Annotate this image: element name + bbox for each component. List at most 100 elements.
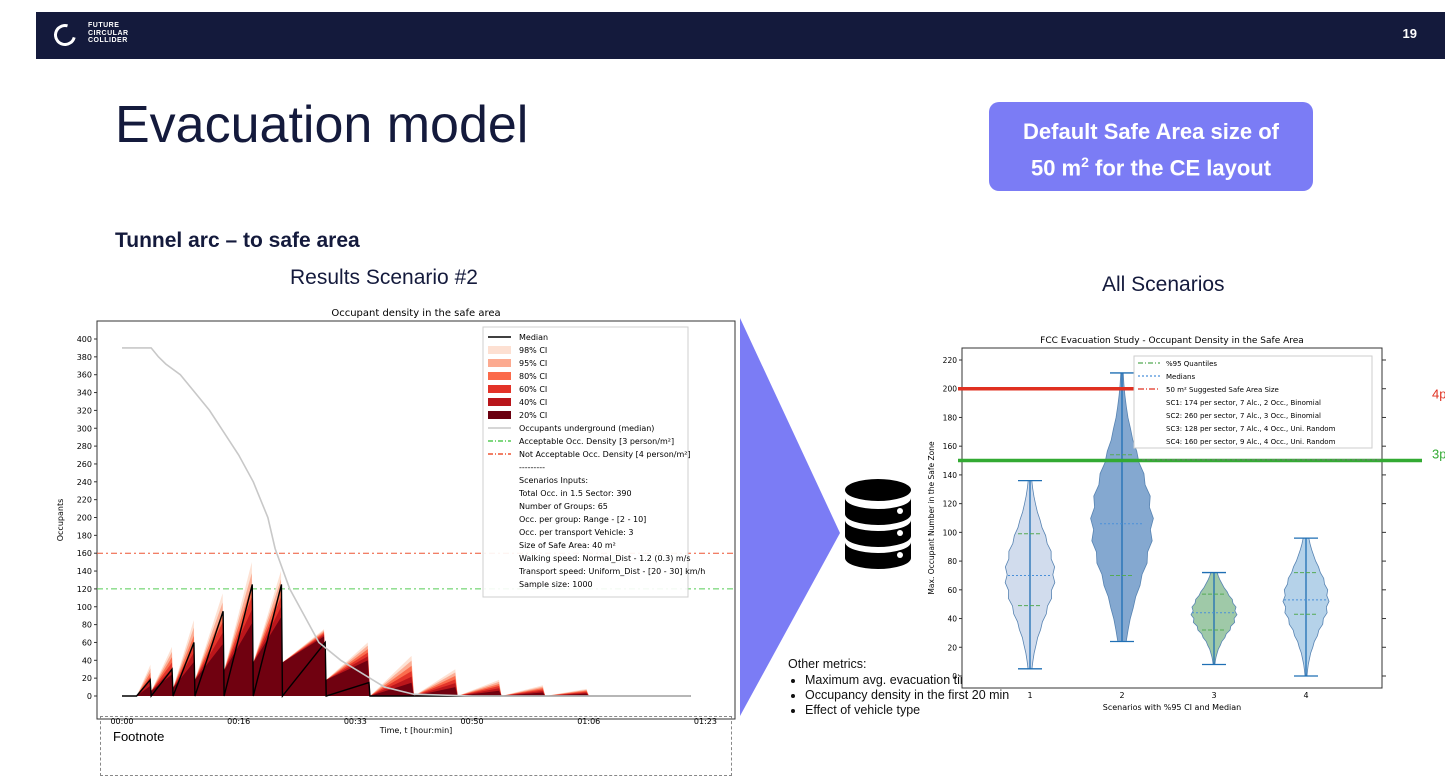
y-tick-label: 280 <box>77 442 92 451</box>
legend-label: Acceptable Occ. Density [3 person/m²] <box>519 437 674 446</box>
ci-band <box>194 644 225 696</box>
legend-swatch <box>488 372 511 380</box>
inputs-line: Size of Safe Area: 40 m² <box>519 541 616 550</box>
legend-label: SC2: 260 per sector, 7 Alc., 3 Occ., Bin… <box>1166 412 1321 420</box>
y-tick-label: 20 <box>82 674 92 683</box>
y-tick-label: 400 <box>77 335 92 344</box>
inputs-line: Transport speed: Uniform_Dist - [20 - 30… <box>518 567 705 576</box>
inputs-line: Walking speed: Normal_Dist - 1.2 (0.3) m… <box>519 554 691 563</box>
threshold-label: 4p/m² <box>1432 387 1445 402</box>
x-tick-label: 3 <box>1211 691 1216 700</box>
callout-value: 50 m <box>1030 155 1082 181</box>
logo-text: FUTURE CIRCULAR COLLIDER <box>88 22 129 45</box>
callout-rest: for the CE layout <box>1088 155 1272 181</box>
page-title: Evacuation model <box>115 96 529 154</box>
legend-label: SC1: 174 per sector, 7 Alc., 2 Occ., Bin… <box>1166 399 1321 407</box>
legend-label: 20% CI <box>519 411 547 420</box>
metrics-heading: Other metrics: <box>788 657 867 671</box>
metrics-item: Effect of vehicle type <box>805 703 1009 718</box>
x-tick-label: 2 <box>1119 691 1124 700</box>
y-tick-label: 60 <box>947 586 957 595</box>
x-axis-label: Scenarios with %95 CI and Median <box>1103 703 1242 712</box>
x-tick-label: 01:23 <box>694 717 717 726</box>
legend-label: %95 Quantiles <box>1166 360 1217 368</box>
violin-chart: FCC Evacuation Study - Occupant Density … <box>927 336 1445 712</box>
inputs-line: Number of Groups: 65 <box>519 502 608 511</box>
ci-band <box>326 660 370 696</box>
metrics-list: Maximum avg. evacuation time Occupancy d… <box>788 673 1009 718</box>
ci-band <box>136 685 152 696</box>
y-tick-label: 340 <box>77 389 92 398</box>
y-tick-label: 220 <box>77 496 92 505</box>
legend-label: 40% CI <box>519 398 547 407</box>
legend-label: SC3: 128 per sector, 7 Alc., 4 Occ., Uni… <box>1166 425 1336 433</box>
y-tick-label: 320 <box>77 406 92 415</box>
footnote: Footnote <box>100 716 732 776</box>
inputs-line: --------- <box>519 463 545 472</box>
legend-swatch <box>488 385 511 393</box>
legend-label: Medians <box>1166 373 1195 381</box>
legend-box <box>482 326 689 598</box>
y-tick-label: 40 <box>82 656 92 665</box>
y-axis-label: Occupants <box>56 499 65 542</box>
y-tick-label: 200 <box>77 514 92 523</box>
section-subtitle: Tunnel arc – to safe area <box>115 229 360 252</box>
y-tick-label: 360 <box>77 371 92 380</box>
logo-line-3: COLLIDER <box>88 37 128 44</box>
legend-label: 60% CI <box>519 385 547 394</box>
y-tick-label: 260 <box>77 460 92 469</box>
inputs-line: Total Occ. in 1.5 Sector: 390 <box>518 489 632 498</box>
callout-line-1: Default Safe Area size of <box>1023 119 1279 144</box>
logo-icon <box>49 19 81 51</box>
x-tick-label: 00:00 <box>110 717 133 726</box>
y-tick-label: 20 <box>947 643 957 652</box>
ci-band <box>282 636 327 696</box>
y-tick-label: 0 <box>952 672 957 681</box>
y-tick-label: 220 <box>943 356 958 365</box>
legend-swatch <box>488 346 511 354</box>
x-axis-label: Time, t [hour:min] <box>379 726 453 735</box>
y-tick-label: 100 <box>77 603 92 612</box>
legend-label: 98% CI <box>519 346 547 355</box>
x-tick-label: 1 <box>1027 691 1032 700</box>
callout-sup: 2 <box>1081 154 1089 170</box>
y-axis-label: Max. Occupant Number in the Safe Zone <box>927 441 936 595</box>
legend-label: Not Acceptable Occ. Density [4 person/m²… <box>519 450 691 459</box>
x-tick-label: 00:16 <box>227 717 250 726</box>
top-bar: FUTURE CIRCULAR COLLIDER 19 <box>36 12 1445 59</box>
logo-line-1: FUTURE <box>88 22 120 29</box>
legend-swatch <box>488 411 511 419</box>
density-chart: Occupant density in the safe area Time, t… <box>56 308 736 735</box>
y-tick-label: 180 <box>943 413 958 422</box>
y-tick-label: 120 <box>77 585 92 594</box>
y-tick-label: 380 <box>77 353 92 362</box>
y-tick-label: 140 <box>77 567 92 576</box>
legend-swatch <box>488 398 511 406</box>
inputs-line: Scenarios Inputs: <box>519 476 588 485</box>
chart-title: Occupant density in the safe area <box>331 308 500 319</box>
legend-label: Median <box>519 333 548 342</box>
legend-label: SC4: 160 per sector, 9 Alc., 4 Occ., Uni… <box>1166 438 1336 446</box>
ci-band <box>224 623 254 696</box>
underground-line <box>122 347 691 697</box>
other-metrics: Other metrics: Maximum avg. evacuation t… <box>788 657 1009 718</box>
y-tick-label: 200 <box>943 385 958 394</box>
callout-box: Default Safe Area size of 50 m2 for the … <box>989 102 1313 191</box>
ci-band <box>253 617 283 696</box>
y-tick-label: 160 <box>77 549 92 558</box>
x-tick-label: 01:06 <box>577 717 600 726</box>
inputs-line: Occ. per transport Vehicle: 3 <box>519 528 633 537</box>
page-number: 19 <box>1402 26 1417 41</box>
legend-box <box>1133 355 1373 449</box>
x-tick-label: 4 <box>1303 691 1308 700</box>
x-tick-label: 00:50 <box>461 717 484 726</box>
y-tick-label: 0 <box>87 692 92 701</box>
y-tick-label: 80 <box>82 621 92 630</box>
y-tick-label: 40 <box>947 615 957 624</box>
y-tick-label: 120 <box>943 500 958 509</box>
arrow-triangle-icon <box>740 318 840 716</box>
x-tick-label: 00:33 <box>344 717 367 726</box>
y-tick-label: 140 <box>943 471 958 480</box>
y-tick-label: 80 <box>947 557 957 566</box>
ci-band <box>173 661 195 696</box>
